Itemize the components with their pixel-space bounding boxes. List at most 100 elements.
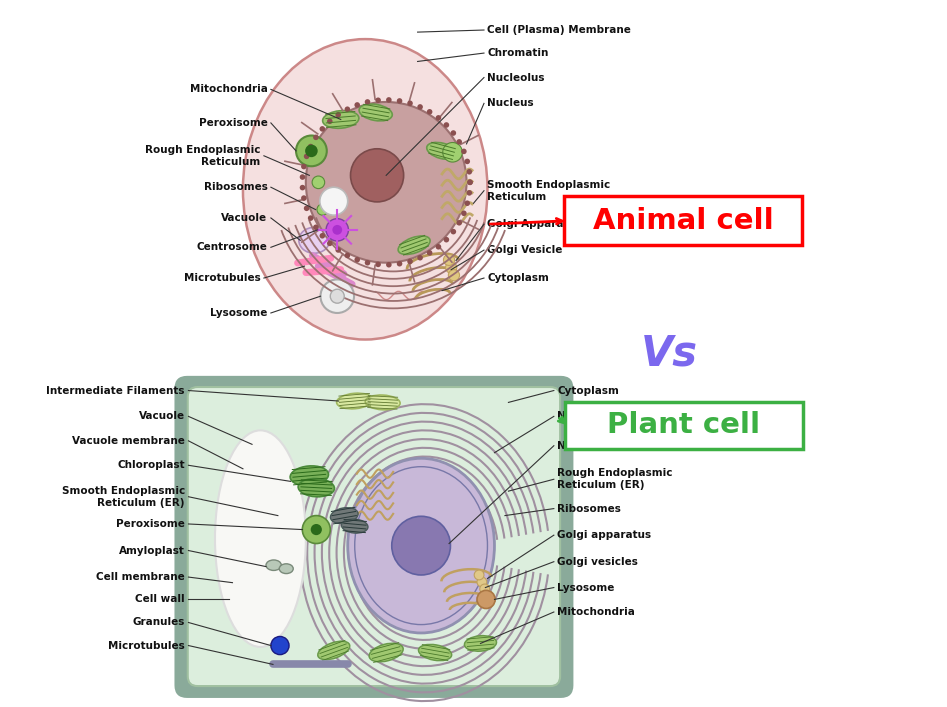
Text: Granules: Granules [133,617,185,628]
Circle shape [301,195,307,201]
Circle shape [436,244,441,250]
Ellipse shape [392,516,451,575]
Circle shape [332,225,342,235]
Ellipse shape [290,466,329,486]
Circle shape [305,145,317,157]
Text: Ribosomes: Ribosomes [558,503,621,513]
Text: Peroxisome: Peroxisome [116,519,185,529]
Circle shape [467,180,473,185]
Circle shape [327,240,332,246]
Circle shape [451,130,456,136]
Circle shape [326,218,348,241]
Circle shape [474,570,484,580]
Ellipse shape [342,519,368,533]
Circle shape [317,204,329,215]
Text: Mitochondria: Mitochondria [558,607,635,617]
Text: Vs: Vs [640,332,698,375]
Circle shape [461,211,467,216]
Text: Cytoplasm: Cytoplasm [558,385,619,395]
Circle shape [311,524,322,535]
Text: Chromatin: Chromatin [488,48,549,58]
Text: Ribosomes: Ribosomes [204,182,267,192]
Text: Golgi vesicles: Golgi vesicles [558,556,638,567]
Circle shape [456,139,462,145]
Circle shape [296,136,327,166]
Text: Cytoplasm: Cytoplasm [488,273,549,283]
Text: Cell (Plasma) Membrane: Cell (Plasma) Membrane [488,25,632,35]
Circle shape [480,584,490,594]
Text: Mitochondria: Mitochondria [189,84,267,95]
Text: Centrosome: Centrosome [197,243,267,252]
Circle shape [304,206,310,211]
Text: Golgi Vesicle: Golgi Vesicle [488,245,563,255]
Circle shape [467,169,473,175]
Text: Rough Endoplasmic
Reticulum: Rough Endoplasmic Reticulum [145,145,260,167]
Text: Peroxisome: Peroxisome [199,118,267,128]
Circle shape [313,176,325,189]
Circle shape [365,260,370,266]
Circle shape [299,174,305,180]
Ellipse shape [215,431,306,647]
Circle shape [302,515,331,544]
Text: Nucleolus: Nucleolus [488,73,545,83]
Text: Nucleolus: Nucleolus [558,440,615,451]
Ellipse shape [323,110,359,128]
Circle shape [443,122,449,128]
Circle shape [313,225,319,230]
Circle shape [407,100,413,106]
Circle shape [397,98,402,104]
Text: Nucleus: Nucleus [558,411,604,421]
Circle shape [443,143,462,162]
Circle shape [327,119,332,124]
Ellipse shape [318,641,349,660]
Circle shape [407,259,413,264]
Ellipse shape [266,560,281,571]
Circle shape [319,233,325,238]
Circle shape [320,279,354,313]
Text: Microtubules: Microtubules [108,641,185,650]
Circle shape [386,262,392,267]
FancyBboxPatch shape [564,197,802,245]
Circle shape [335,112,341,117]
Circle shape [320,187,348,215]
Circle shape [345,252,350,258]
Text: Nucleus: Nucleus [488,98,534,108]
Text: Intermediate Filaments: Intermediate Filaments [46,385,185,395]
Circle shape [375,262,381,267]
Ellipse shape [350,148,403,202]
Circle shape [467,190,473,196]
Text: Plant cell: Plant cell [607,411,760,440]
Text: Cell membrane: Cell membrane [97,572,185,582]
Ellipse shape [427,142,457,159]
FancyBboxPatch shape [188,387,560,686]
Text: Golgi Apparatus: Golgi Apparatus [488,219,582,229]
Circle shape [304,153,310,159]
Ellipse shape [306,102,467,263]
Circle shape [271,636,289,655]
Text: Animal cell: Animal cell [593,206,774,235]
Text: Vacuole: Vacuole [139,411,185,421]
Text: Golgi apparatus: Golgi apparatus [558,530,652,540]
Ellipse shape [298,479,334,497]
Circle shape [345,107,350,112]
Text: Vacuole: Vacuole [222,213,267,223]
Circle shape [354,257,360,262]
Ellipse shape [398,236,430,255]
Ellipse shape [359,104,392,121]
Circle shape [397,261,402,267]
Ellipse shape [336,393,373,409]
Circle shape [443,237,449,243]
Text: Cell wall: Cell wall [135,595,185,604]
Circle shape [477,577,487,587]
Circle shape [427,109,433,115]
Circle shape [464,158,470,164]
Circle shape [443,255,455,265]
Text: Lysosome: Lysosome [558,583,615,592]
Circle shape [308,144,313,149]
Circle shape [308,216,313,221]
Text: Vacuole membrane: Vacuole membrane [72,436,185,446]
Circle shape [331,289,345,303]
Circle shape [477,590,495,609]
Circle shape [301,164,307,170]
Text: Smooth Endoplasmic
Reticulum (ER): Smooth Endoplasmic Reticulum (ER) [62,486,185,508]
